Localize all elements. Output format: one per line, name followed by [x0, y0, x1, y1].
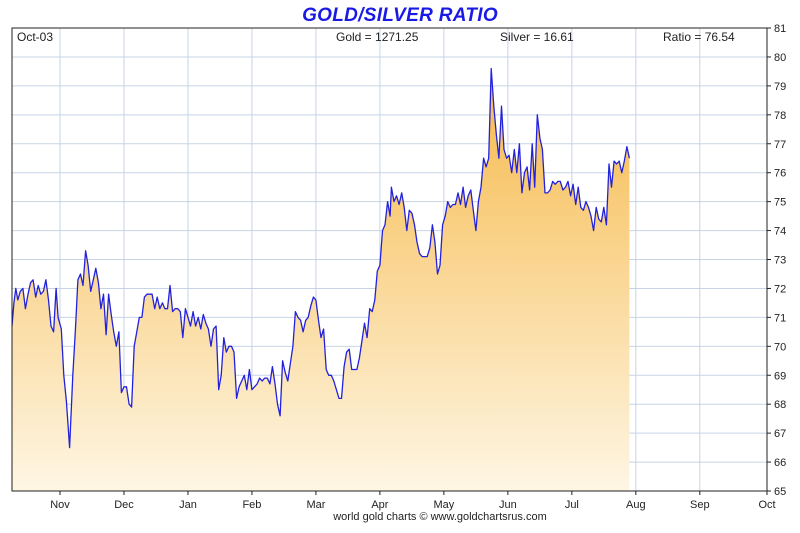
x-tick-label: Oct [758, 499, 775, 511]
header-ratio: Ratio = 76.54 [663, 30, 735, 44]
x-tick-label: Jul [565, 499, 579, 511]
y-tick-label: 74 [774, 226, 786, 238]
x-tick-label: Apr [371, 499, 388, 511]
y-tick-label: 75 [774, 197, 786, 209]
y-tick-label: 76 [774, 168, 786, 180]
credit-text: world gold charts © www.goldchartsrus.co… [332, 511, 547, 523]
x-tick-label: Aug [626, 499, 646, 511]
y-tick-label: 78 [774, 110, 786, 122]
y-tick-label: 79 [774, 81, 786, 93]
x-axis: Nov Dec Jan Feb Mar Apr May Jun Jul Aug Sep Oct [50, 491, 776, 511]
y-tick-label: 67 [774, 428, 786, 440]
x-tick-label: Mar [306, 499, 325, 511]
y-tick-label: 70 [774, 341, 786, 353]
y-tick-label: 71 [774, 312, 786, 324]
y-tick-label: 77 [774, 139, 786, 151]
y-tick-label: 80 [774, 52, 786, 64]
y-tick-label: 69 [774, 370, 786, 382]
header-date: Oct-03 [17, 30, 53, 44]
header-silver: Silver = 16.61 [500, 30, 574, 44]
y-axis: 65 66 67 68 69 70 71 72 73 74 75 76 77 78 79 80 81 [767, 23, 786, 498]
y-tick-label: 65 [774, 486, 786, 498]
y-tick-label: 72 [774, 283, 786, 295]
ratio-area-fill [12, 68, 630, 491]
x-tick-label: May [433, 499, 454, 511]
x-tick-label: Jun [499, 499, 517, 511]
y-tick-label: 81 [774, 23, 786, 35]
y-tick-label: 68 [774, 399, 786, 411]
y-tick-label: 73 [774, 255, 786, 267]
chart-title: GOLD/SILVER RATIO [302, 5, 498, 26]
y-tick-label: 66 [774, 457, 786, 469]
x-tick-label: Dec [114, 499, 134, 511]
ratio-series-line [12, 67, 631, 449]
x-tick-label: Sep [690, 499, 710, 511]
x-tick-label: Jan [179, 499, 197, 511]
x-tick-label: Nov [50, 499, 70, 511]
header-gold: Gold = 1271.25 [336, 30, 419, 44]
x-tick-label: Feb [242, 499, 261, 511]
